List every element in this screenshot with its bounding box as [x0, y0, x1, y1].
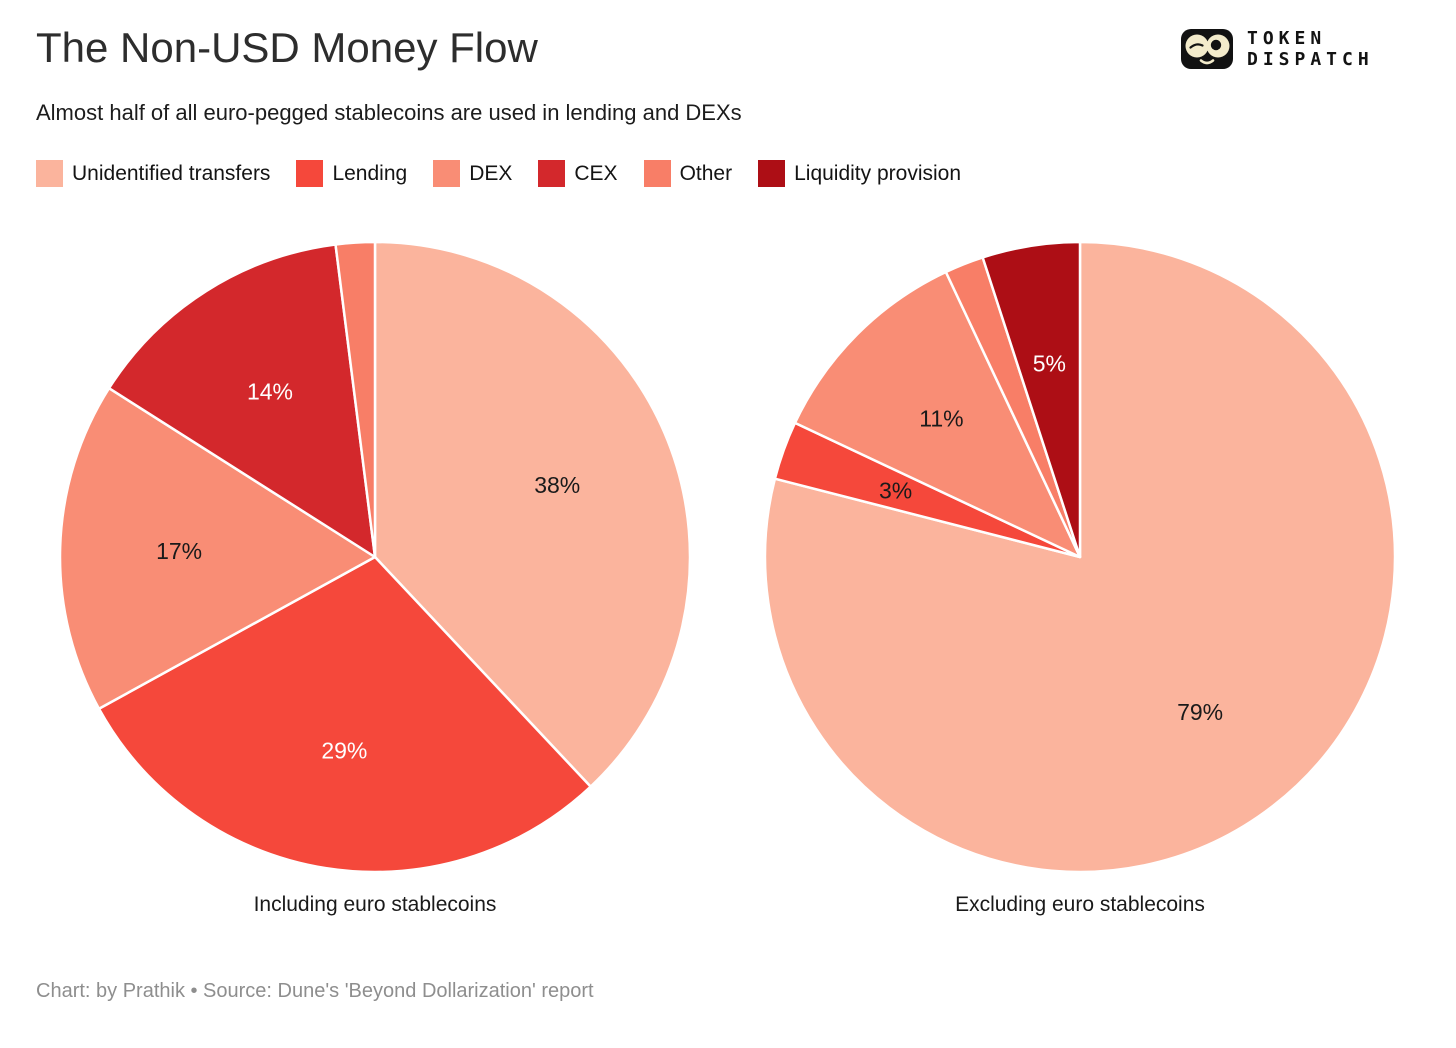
legend-label: Unidentified transfers — [72, 161, 271, 185]
legend-item-dex: DEX — [433, 160, 512, 187]
legend-swatch-unidentified-transfers — [36, 160, 63, 187]
pie-slice-cex — [107, 243, 377, 559]
legend-item-unidentified-transfers: Unidentified transfers — [36, 160, 270, 187]
pie-slice-liquidity-provision — [981, 240, 1082, 559]
pie-slice-label-dex: 17% — [156, 538, 202, 564]
page-title: The Non-USD Money Flow — [36, 24, 538, 71]
pie-slice-lending — [97, 555, 592, 874]
pie-chart-including-euro: 38% 29% 17% 14% — [58, 240, 692, 874]
legend-item-liquidity-provision: Liquidity provision — [758, 160, 961, 187]
pie-slice-other — [334, 240, 377, 559]
legend-label: DEX — [469, 161, 513, 185]
pie-slice-dex — [58, 386, 377, 710]
logo-wordmark: TOKEN DISPATCH — [1247, 28, 1374, 70]
pie-slice-label-liquidity-provision: 5% — [1033, 350, 1066, 376]
pie-slice-dex — [793, 270, 1082, 559]
legend-item-other: Other — [643, 160, 733, 187]
legend-swatch-cex — [538, 160, 566, 187]
pie-slice-label-unidentified-transfers: 38% — [534, 472, 580, 498]
pie-slice-label-lending: 29% — [321, 738, 367, 764]
logo-face-icon — [1181, 29, 1233, 69]
pie-slice-label-cex: 14% — [247, 379, 293, 405]
pie-slice-label-unidentified-transfers: 79% — [1177, 699, 1223, 725]
legend-swatch-other — [643, 160, 671, 187]
legend-label: Lending — [332, 161, 408, 185]
token-dispatch-logo: TOKEN DISPATCH — [1181, 22, 1374, 76]
pie-slice-unidentified-transfers — [373, 240, 692, 788]
legend: Unidentified transfers Lending DEX CEX Other… — [36, 160, 961, 187]
pie-chart-excluding-euro: 79% 3% 11% 5% — [763, 240, 1397, 874]
pie-figure-including-euro: 38% 29% 17% 14% Including euro stablecoins — [55, 237, 695, 917]
pie-slice-label-dex: 11% — [919, 405, 963, 431]
legend-item-lending: Lending — [296, 160, 407, 187]
legend-swatch-dex — [433, 160, 461, 187]
pie-figure-excluding-euro: 79% 3% 11% 5% Excluding euro stablecoins — [760, 237, 1400, 917]
legend-swatch-liquidity-provision — [758, 160, 786, 187]
legend-label: Liquidity provision — [794, 161, 962, 185]
subtitle: Almost half of all euro-pegged stablecoi… — [36, 100, 742, 125]
legend-label: Other — [679, 161, 733, 185]
pie-slice-label-lending: 3% — [879, 478, 912, 504]
pie-caption-including-euro: Including euro stablecoins — [253, 893, 497, 916]
logo-line-1: TOKEN — [1247, 28, 1327, 49]
logo-line-2: DISPATCH — [1247, 49, 1374, 70]
source-caption: Chart: by Prathik • Source: Dune's 'Beyo… — [36, 980, 594, 1002]
legend-item-cex: CEX — [538, 160, 618, 187]
legend-label: CEX — [574, 161, 618, 185]
legend-swatch-lending — [296, 160, 324, 187]
pie-caption-excluding-euro: Excluding euro stablecoins — [955, 893, 1205, 916]
